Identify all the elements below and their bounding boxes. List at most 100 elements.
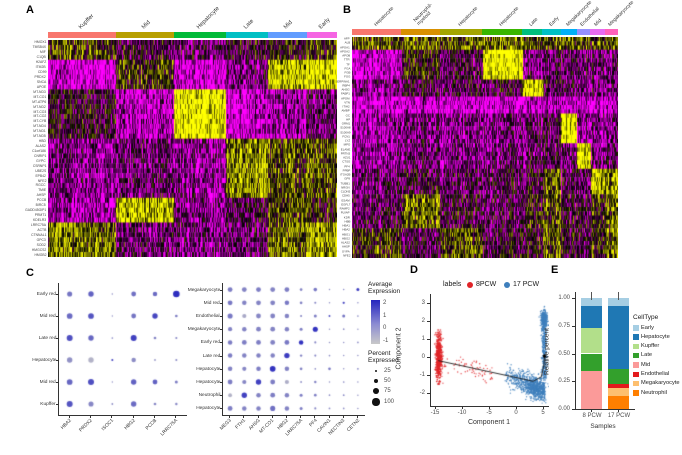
celltype-legend-label: Endothelial	[641, 371, 670, 377]
gene-row-label: APOB	[341, 54, 350, 58]
dotplot-y-tick	[56, 360, 59, 361]
dotplot-y-tick	[220, 382, 223, 383]
scatter-x-tick-label: -5	[486, 410, 492, 416]
bar-segment-hepatocyte	[608, 305, 629, 370]
dotplot-y-tick	[220, 316, 223, 317]
gene-row-label: ALAS2	[35, 143, 46, 148]
cluster-bar-segment	[560, 29, 577, 35]
scatter-frame	[430, 294, 549, 407]
bar-error-whisker	[591, 292, 592, 300]
cluster-group-label: Hepatocyte	[372, 5, 395, 27]
percent-expressed-tick-label: 25	[384, 368, 391, 374]
dotplot-y-tick	[220, 302, 223, 304]
gene-row-label: MT-ATP6	[32, 99, 46, 104]
dotplot-x-tick	[257, 415, 259, 418]
gene-row-label: PLVAP	[341, 211, 350, 215]
dotplot-gene-label: PF4	[307, 417, 318, 428]
bar-segment-endothelial	[608, 384, 629, 388]
gene-row-label: PRMT1	[34, 212, 46, 217]
gene-row-label: S100A9	[339, 130, 350, 135]
scatter-y-tick-mark	[427, 321, 430, 322]
gene-row-label: APOA2	[340, 50, 350, 54]
dotplot-x-tick	[175, 415, 177, 418]
dotplot-row-label: Neutrophil	[198, 392, 220, 398]
dotplot-x-tick	[154, 415, 155, 418]
cluster-bar-segment	[522, 29, 543, 35]
gene-row-label: MPO	[343, 143, 350, 147]
bar-segment-neutrophil	[608, 395, 629, 409]
gene-row-label: PRTN3	[340, 152, 350, 156]
gene-row-label: RAMP2	[340, 207, 350, 211]
cluster-group-label: Mid	[282, 18, 294, 30]
gene-row-label: H2AFZ	[35, 60, 46, 64]
cluster-group-label: Neutrophil- myeloid	[412, 2, 434, 27]
percent-expressed-legend-title-line2: Expressed	[368, 357, 399, 365]
gene-row-label: CSRNP1	[32, 163, 46, 168]
gene-row-label: HMGCS2	[31, 247, 46, 252]
legend-8pcw-swatch	[467, 282, 473, 288]
percent-expressed-legend-title: Percent Expressed	[368, 350, 399, 365]
bar-segment-early	[608, 298, 629, 306]
gene-row-label: RBP4	[342, 84, 350, 88]
dotplot-y-tick	[220, 329, 223, 331]
celltype-legend-swatch	[633, 371, 639, 377]
celltype-legend-label: Late	[641, 352, 653, 359]
gene-row-label: LRRC75A	[30, 222, 46, 227]
celltype-legend-label: Kupffer	[641, 343, 660, 350]
dotplot-x-tick	[271, 415, 273, 418]
dotplot-row-label: Hepatocyte	[195, 379, 220, 385]
bar-segment-kupffer	[581, 327, 602, 354]
dotplot-row-label: Early red	[36, 291, 56, 297]
gene-row-label: HBB	[344, 220, 350, 224]
scatter-x-tick-mark	[543, 406, 544, 409]
percent-expressed-dot	[374, 369, 378, 373]
scatter-x-tick-mark	[435, 406, 436, 409]
dotplot-row-label: Late red	[202, 352, 220, 358]
avg-expression-legend-title: Average Expression	[368, 281, 400, 296]
bar-y-tick-label: 0.75	[558, 322, 570, 329]
dotplot-right-canvas	[223, 283, 365, 415]
bar-y-axis-title: Relative percent	[543, 328, 551, 375]
dotplot-row-label: Hepatocyte	[31, 357, 56, 363]
gene-row-label: ORM1	[341, 122, 350, 126]
gene-row-label: TMSB4X	[32, 45, 46, 50]
gene-row-label: AHSP	[36, 193, 46, 198]
scatter-x-tick-label: 0	[514, 410, 518, 416]
gene-row-label: ITIH2	[342, 105, 350, 109]
gene-row-label: PCCB	[36, 198, 46, 202]
cluster-group-label: Late	[241, 17, 255, 30]
heatmap-a-gene-labels: HMOX1 TMSB4X MIF C1QB H2AFZ ITM2B CD99 PRDX2 SNC…	[18, 40, 46, 257]
gene-row-label: ITGA2B	[339, 173, 350, 177]
dotplot-x-tick	[132, 415, 134, 418]
gene-row-label: TUBB1	[340, 181, 350, 186]
dotplot-x-tick	[111, 415, 113, 418]
avg-expression-tick-label: 2	[383, 299, 387, 306]
gene-row-label: HMOX1	[34, 40, 46, 45]
cluster-group-label: Mid	[593, 17, 603, 27]
gene-row-label: KDELR3	[32, 217, 46, 222]
gene-row-label: MT-CO1	[33, 94, 46, 99]
bar-x-tick-label: 17 PCW	[607, 413, 631, 419]
heatmap-b-canvas	[352, 37, 618, 258]
bar-segment-late	[581, 353, 602, 372]
legend-17pcw-swatch	[504, 282, 510, 288]
gene-row-label: APOE	[36, 84, 46, 89]
gene-row-label: MT-CO3	[33, 109, 46, 114]
gene-row-label: ESAM	[341, 198, 350, 203]
celltype-legend-swatch	[633, 352, 639, 359]
avg-expression-tick-label: 0	[383, 325, 387, 332]
cluster-bar-segment	[542, 29, 561, 35]
dotplot-gene-label: HBG2	[122, 417, 137, 431]
gene-row-label: TMIE	[37, 188, 46, 193]
gene-row-label: HBA1	[342, 224, 350, 228]
percent-expressed-dot	[373, 378, 379, 384]
gene-row-label: CLDN5	[340, 190, 350, 194]
dotplot-row-label: Mid red	[39, 379, 56, 385]
cluster-group-label: Kupffer	[77, 12, 95, 30]
gene-row-label: AMBP	[341, 109, 350, 113]
cluster-group-label: Hepatocyte	[498, 5, 520, 27]
dotplot-x-tick	[328, 415, 330, 418]
gene-row-label: GYPC	[36, 158, 46, 163]
scatter-y-tick-label: 2	[421, 318, 425, 324]
gene-row-label: ELANE	[340, 147, 350, 152]
